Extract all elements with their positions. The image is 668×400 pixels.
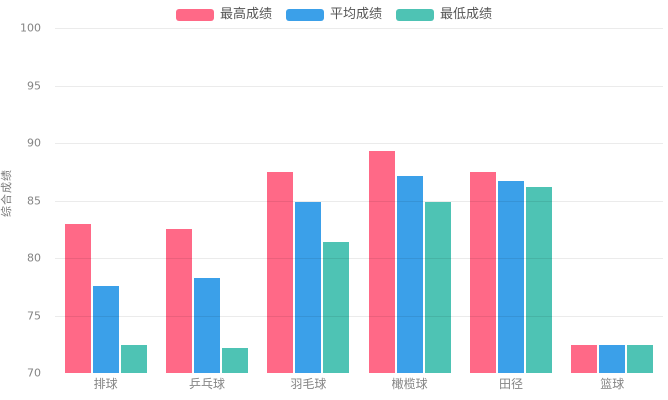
bar (64, 223, 91, 373)
bar-group-5 (460, 28, 561, 373)
bar (221, 347, 248, 373)
x-tick-label: 田径 (498, 377, 523, 391)
bar (525, 186, 552, 373)
y-tick-label: 75 (27, 309, 41, 322)
y-tick-label: 80 (27, 251, 41, 265)
bar (120, 345, 147, 373)
y-tick-label: 90 (27, 136, 41, 150)
y-tick-label: 70 (27, 366, 41, 380)
y-tick-label: 100 (20, 21, 41, 35)
legend-label-max-score: 最高成绩 (219, 7, 272, 22)
bar (92, 285, 119, 373)
x-tick-label: 橄榄球 (391, 377, 428, 391)
legend-label-avg-score: 平均成绩 (329, 7, 382, 22)
bar (396, 176, 423, 373)
x-tick-label: 乒乓球 (188, 377, 225, 391)
bar (424, 201, 451, 373)
bar (627, 345, 654, 373)
bar-group-1 (55, 28, 156, 373)
bar (323, 241, 350, 373)
x-tick-label: 排球 (93, 377, 118, 391)
bar-groups (55, 28, 663, 373)
bar-group-6 (562, 28, 663, 373)
bar (469, 171, 496, 373)
x-tick-label: 篮球 (600, 377, 625, 391)
bar (295, 201, 322, 373)
x-tick-label: 羽毛球 (290, 377, 327, 391)
bar (165, 229, 192, 373)
legend: 最高成绩 平均成绩 最低成绩 (0, 8, 668, 21)
bar (571, 345, 598, 373)
legend-item-min-score[interactable]: 最低成绩 (396, 8, 492, 21)
x-axis-tick-labels: 排球 乒乓球 羽毛球 橄榄球 田径 篮球 (55, 378, 663, 390)
legend-swatch-max-score (175, 8, 214, 21)
bar (267, 171, 294, 373)
bar-group-2 (156, 28, 257, 373)
bar (368, 151, 395, 373)
legend-swatch-min-score (396, 8, 434, 21)
bar-group-3 (258, 28, 359, 373)
legend-label-min-score: 最低成绩 (440, 7, 493, 22)
bar-group-4 (359, 28, 460, 373)
y-axis-tick-labels: 70 75 80 85 90 95 100 (0, 23, 48, 379)
legend-item-max-score[interactable]: 最高成绩 (175, 7, 272, 22)
y-tick-label: 85 (27, 194, 41, 207)
bar (193, 277, 220, 373)
bar (599, 345, 626, 373)
y-tick-label: 95 (27, 79, 41, 92)
plot-area (55, 28, 663, 373)
legend-item-avg-score[interactable]: 平均成绩 (285, 7, 382, 22)
bar (497, 180, 524, 373)
legend-swatch-avg-score (285, 8, 324, 21)
